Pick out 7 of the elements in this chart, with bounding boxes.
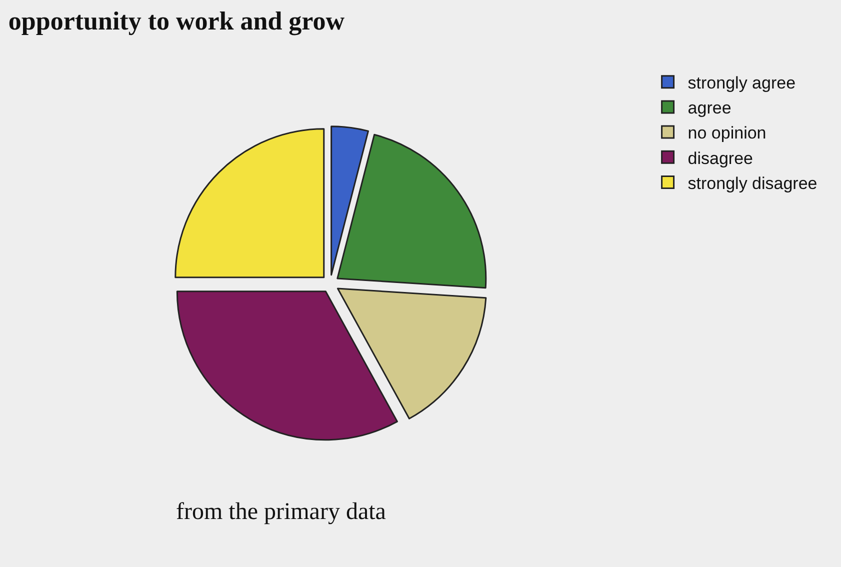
legend-label: strongly agree <box>688 73 796 92</box>
legend-label: no opinion <box>688 124 766 143</box>
legend-label: agree <box>688 98 732 118</box>
legend-label: strongly disagree <box>688 174 818 193</box>
legend-label: disagree <box>688 148 754 168</box>
chart-title: opportunity to work and grow <box>8 6 345 36</box>
text: from the primary data <box>176 499 386 525</box>
